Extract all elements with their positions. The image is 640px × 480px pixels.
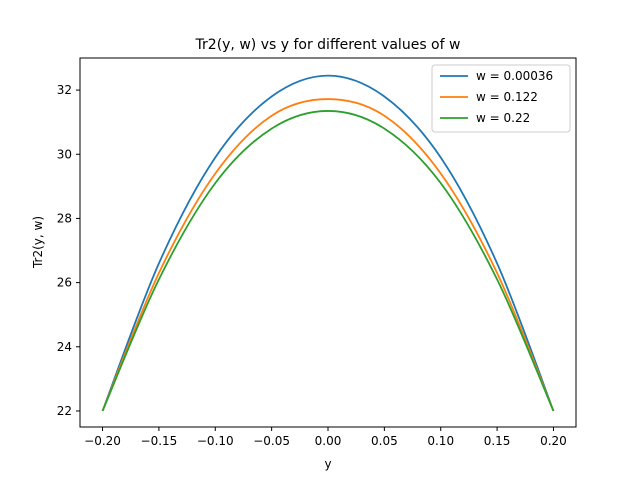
x-tick-label: −0.10 [197,434,234,448]
x-tick-label: −0.15 [141,434,178,448]
y-tick-label: 24 [57,340,72,354]
series-line [101,110,555,412]
y-tick-label: 28 [57,211,72,225]
x-tick-label: −0.05 [253,434,290,448]
x-tick-label: 0.15 [484,434,511,448]
legend-label: w = 0.122 [476,90,538,104]
legend-label: w = 0.00036 [476,69,553,83]
x-axis: −0.20 −0.15 −0.10 −0.05 0.00 0.05 0.10 0.15 0.20 [84,427,567,448]
y-tick-label: 22 [57,404,72,418]
x-tick-label: 0.00 [315,434,342,448]
legend-label: w = 0.22 [476,111,530,125]
legend-box [431,64,571,133]
series-line [101,74,555,412]
x-tick-label: 0.20 [540,434,567,448]
legend: w = 0.00036 w = 0.122 w = 0.22 [431,64,571,133]
y-tick-label: 26 [57,276,72,290]
y-axis-label: Tr2(y, w) [31,216,45,269]
x-tick-label: −0.20 [84,434,121,448]
chart-title: Tr2(y, w) vs y for different values of w [195,37,461,53]
series-line [101,98,555,412]
x-axis-label: y [324,457,331,471]
x-tick-label: 0.10 [427,434,454,448]
y-tick-label: 32 [57,83,72,97]
y-tick-label: 30 [57,147,72,161]
y-axis: 22 24 26 28 30 32 [57,83,80,418]
plot-lines [101,74,555,412]
x-tick-label: 0.05 [371,434,398,448]
